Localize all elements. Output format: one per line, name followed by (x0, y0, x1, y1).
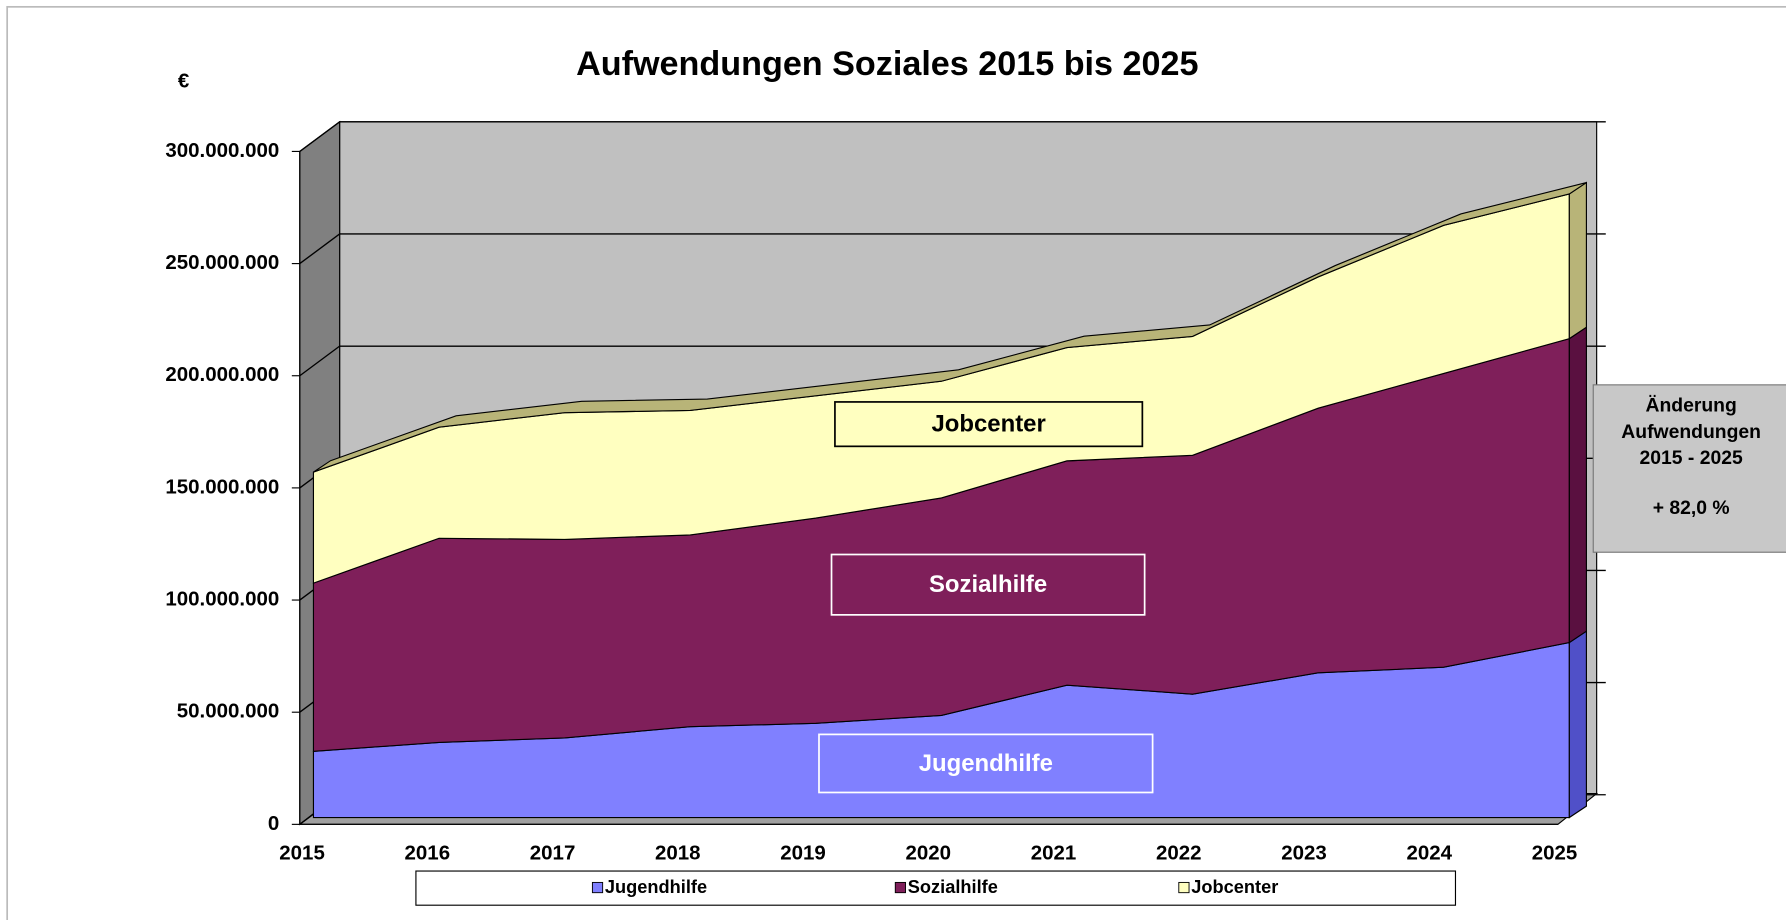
y-tick-label: 200.000.000 (165, 363, 279, 386)
area-side (1568, 630, 1587, 819)
grid-line (299, 233, 1606, 265)
x-tick-label: 2022 (1156, 841, 1202, 864)
x-tick-label: 2024 (1406, 841, 1452, 864)
series-label: Jobcenter (932, 411, 1046, 438)
series-label-box (830, 553, 1146, 616)
annotation: Änderung Aufwendungen 2015 - 2025 + 82,0 % (1621, 394, 1761, 519)
area-side (1568, 326, 1587, 644)
legend-label: Jobcenter (1191, 877, 1278, 897)
labels: Jugendhilfe Sozialhilfe Jobcenter (818, 401, 1154, 794)
x-tick-label: 2018 (655, 841, 701, 864)
legend-swatch (1178, 881, 1190, 894)
x-tick-label: 2019 (780, 841, 826, 864)
annotation-line: Änderung (1645, 394, 1736, 417)
legend-label: Sozialhilfe (908, 877, 998, 897)
y-tick-label: 300.000.000 (165, 139, 279, 162)
series-label: Sozialhilfe (929, 571, 1047, 598)
areas (312, 181, 1587, 819)
grid-line (299, 345, 1606, 377)
series-label: Jugendhilfe (919, 750, 1053, 777)
y-axis-label: € (178, 69, 190, 92)
x-tick-label: 2017 (530, 841, 576, 864)
x-tick-label: 2023 (1281, 841, 1327, 864)
legend-label: Jugendhilfe (605, 877, 707, 897)
area-side (1568, 181, 1587, 340)
grid-line (299, 121, 1606, 152)
x-tick-label: 2020 (906, 841, 952, 864)
chart-title: Aufwendungen Soziales 2015 bis 2025 (576, 45, 1198, 83)
legend-swatch (591, 881, 604, 894)
annotation-line: Aufwendungen (1621, 421, 1761, 443)
x-tick-label: 2015 (279, 841, 325, 864)
annotation-box (1592, 384, 1786, 553)
y-tick-label: 0 (268, 812, 279, 835)
y-tick-label: 100.000.000 (165, 587, 279, 610)
legend (415, 870, 1457, 906)
annotation-value: + 82,0 % (1653, 497, 1730, 519)
annotation-line: 2015 - 2025 (1640, 447, 1743, 469)
series-label-box (818, 733, 1154, 794)
y-tick-label: 50.000.000 (177, 700, 280, 723)
x-tick-label: 2025 (1532, 841, 1578, 864)
x-tick-label: 2016 (405, 841, 451, 864)
y-tick-label: 150.000.000 (165, 475, 279, 498)
legend-items: Jugendhilfe Sozialhilfe Jobcenter (591, 877, 1278, 897)
x-tick-label: 2021 (1031, 841, 1077, 864)
legend-swatch (894, 881, 906, 894)
area-top (313, 182, 1587, 473)
series-label-box (834, 401, 1144, 448)
y-tick-label: 250.000.000 (165, 251, 279, 274)
